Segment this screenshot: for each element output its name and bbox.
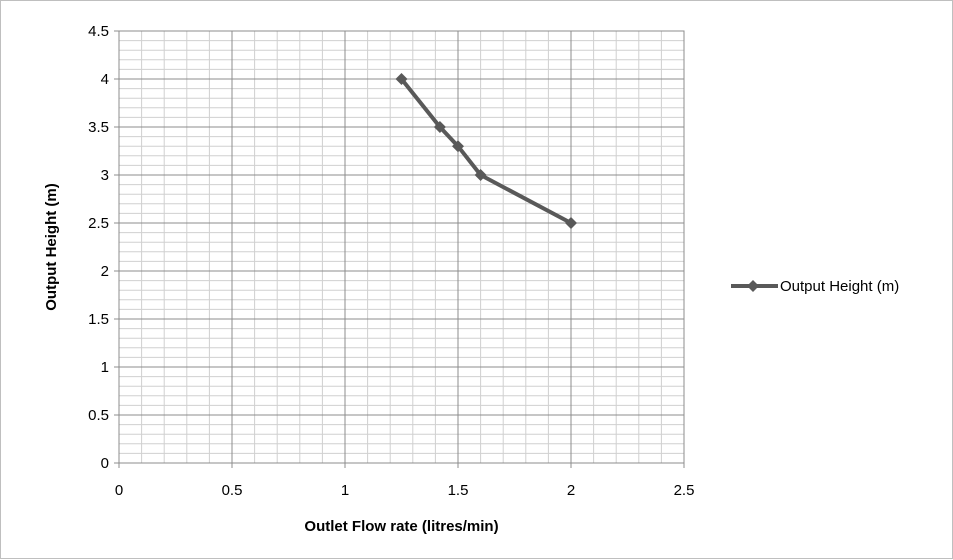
legend-marker <box>747 280 759 292</box>
y-tick-label: 3 <box>101 167 109 184</box>
data-point-marker <box>452 140 464 153</box>
x-axis-title: Outlet Flow rate (litres/min) <box>304 518 498 535</box>
y-tick-label: 1.5 <box>88 311 109 328</box>
x-axis-ticks: 0 0.5 1 1.5 2 2.5 <box>115 463 695 499</box>
data-point-marker <box>565 217 577 229</box>
minor-gridlines <box>119 31 684 463</box>
plot-area <box>118 30 685 464</box>
y-tick-label: 2 <box>101 263 109 280</box>
data-point-marker <box>433 121 446 133</box>
y-tick-label: 4.5 <box>88 23 109 40</box>
x-tick-label: 1.5 <box>448 482 469 499</box>
y-tick-label: 3.5 <box>88 119 109 136</box>
data-point-marker <box>395 73 408 85</box>
major-gridlines <box>118 30 685 464</box>
legend: Output Height (m) <box>731 278 899 295</box>
x-tick-label: 0.5 <box>222 482 243 499</box>
legend-label: Output Height (m) <box>780 278 899 295</box>
y-axis-title: Output Height (m) <box>43 183 60 310</box>
series-line <box>399 77 573 225</box>
y-tick-label: 2.5 <box>88 215 109 232</box>
y-tick-label: 0.5 <box>88 407 109 424</box>
data-point-marker <box>474 169 487 181</box>
y-tick-label: 4 <box>101 71 109 88</box>
y-tick-label: 1 <box>101 359 109 376</box>
x-tick-label: 2.5 <box>674 482 695 499</box>
x-tick-label: 0 <box>115 482 123 499</box>
y-axis-ticks: 0 0.5 1 1.5 2 2.5 3 3.5 4 4.5 <box>88 23 119 472</box>
x-tick-label: 2 <box>567 482 575 499</box>
y-tick-label: 0 <box>101 455 109 472</box>
series-layer <box>395 73 577 229</box>
x-tick-label: 1 <box>341 482 349 499</box>
